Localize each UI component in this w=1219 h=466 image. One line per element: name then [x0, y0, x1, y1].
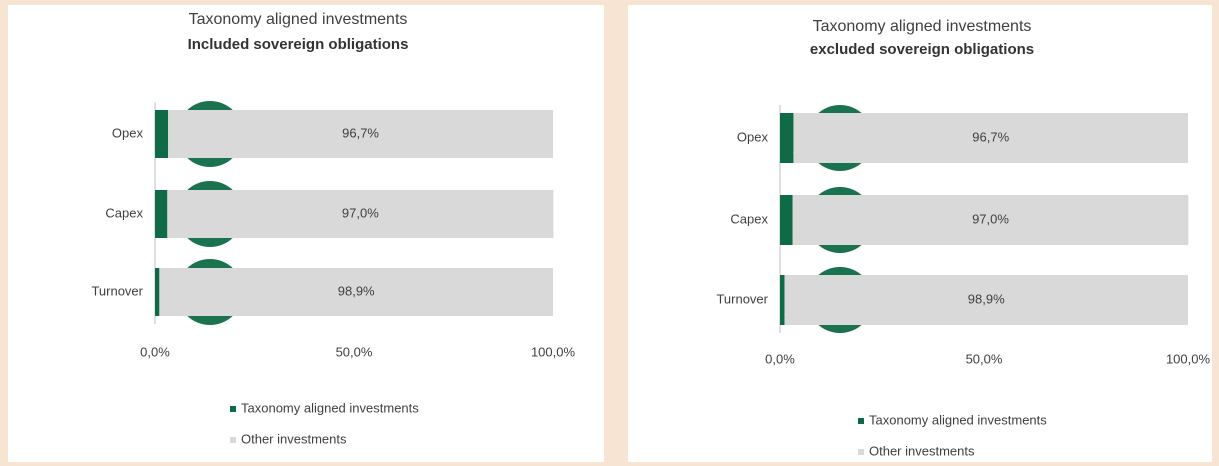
- data-label: 98,9%: [968, 291, 1005, 306]
- legend-label: Taxonomy aligned investments: [869, 412, 1047, 427]
- data-label: 98,9%: [338, 283, 375, 298]
- chart-subtitle: Included sovereign obligations: [188, 36, 409, 53]
- y-tick-label: Turnover: [716, 291, 768, 306]
- bar-segment: [159, 268, 554, 316]
- y-tick-label: Opex: [737, 129, 769, 144]
- y-tick-label: Capex: [105, 205, 143, 220]
- x-tick-label: 100,0%: [1166, 351, 1211, 366]
- x-tick-label: 0,0%: [140, 344, 170, 359]
- bar-segment: [167, 190, 554, 238]
- bar-segment: [784, 275, 1188, 325]
- data-label: 97,0%: [972, 211, 1009, 226]
- legend-marker: [858, 449, 864, 455]
- bar-segment: [780, 113, 794, 163]
- x-tick-label: 100,0%: [531, 344, 576, 359]
- bar-segment: [155, 190, 168, 238]
- bar-segment: [792, 195, 1189, 245]
- y-tick-label: Opex: [112, 125, 144, 140]
- chart-title: Taxonomy aligned investments: [189, 11, 408, 28]
- bar-segment: [780, 195, 793, 245]
- bar-segment: [155, 110, 169, 158]
- x-tick-label: 50,0%: [336, 344, 373, 359]
- y-tick-label: Turnover: [91, 283, 143, 298]
- chart-title: Taxonomy aligned investments: [813, 18, 1032, 35]
- data-label: 97,0%: [342, 205, 379, 220]
- chart-subtitle: excluded sovereign obligations: [810, 41, 1034, 58]
- x-tick-label: 50,0%: [966, 351, 1003, 366]
- bar-segment: [793, 113, 1188, 163]
- legend-label: Other investments: [241, 431, 347, 446]
- legend-marker: [858, 418, 864, 424]
- data-label: 96,7%: [972, 129, 1009, 144]
- legend-marker: [230, 406, 236, 412]
- data-label: 96,7%: [342, 125, 379, 140]
- bar-segment: [168, 110, 553, 158]
- legend-label: Other investments: [869, 443, 975, 458]
- legend-label: Taxonomy aligned investments: [241, 400, 419, 415]
- bar-segment: [155, 268, 160, 316]
- legend-marker: [230, 437, 236, 443]
- bar-segment: [780, 275, 785, 325]
- y-tick-label: Capex: [730, 211, 768, 226]
- x-tick-label: 0,0%: [765, 351, 795, 366]
